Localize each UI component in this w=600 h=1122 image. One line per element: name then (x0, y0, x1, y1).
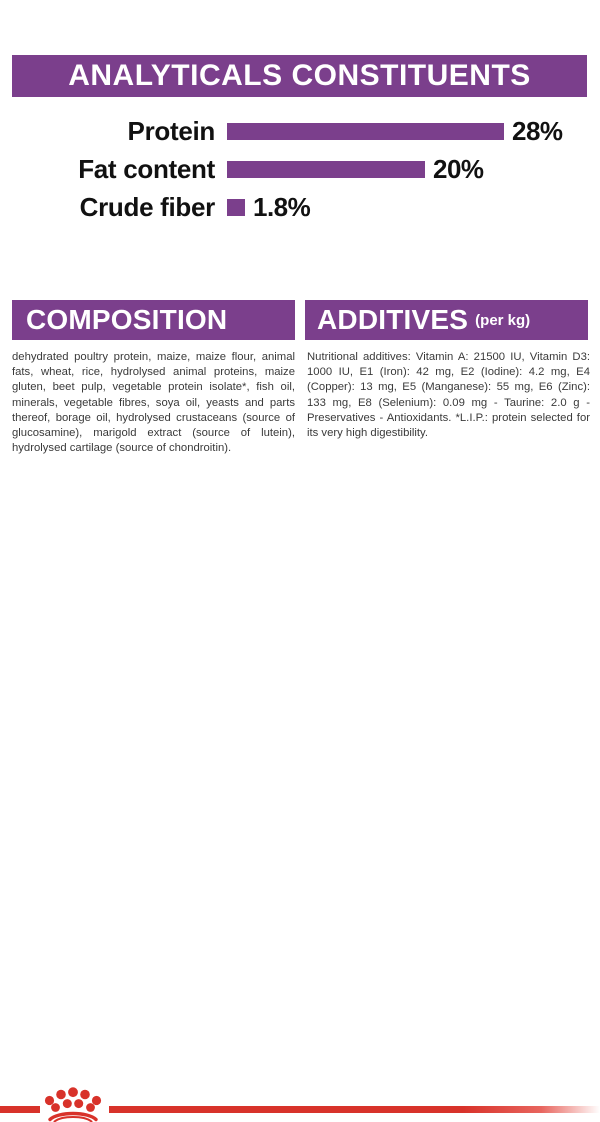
chart-row: Fat content 20% (0, 150, 600, 188)
footer-rule-left (0, 1106, 40, 1113)
product-label-panel: ANALYTICALS CONSTITUENTS Protein 28% Fat… (0, 55, 600, 1122)
chart-row-label: Crude fiber (79, 192, 216, 222)
composition-header: COMPOSITION (12, 300, 295, 340)
footer-rule-right (109, 1106, 600, 1113)
chart-row-value: 28% (512, 116, 563, 146)
chart-row-label: Protein (127, 116, 216, 146)
chart-row: Crude fiber 1.8% (0, 188, 600, 226)
additives-unit-suffix: (per kg) (475, 311, 531, 329)
chart-row-track: 28% (227, 118, 563, 144)
composition-title: COMPOSITION (26, 304, 228, 335)
chart-row-value: 20% (433, 154, 484, 184)
nutrient-bar-chart: Protein 28% Fat content 20% Crude fiber … (0, 112, 600, 226)
chart-row-value: 1.8% (253, 192, 311, 222)
chart-bar (227, 122, 504, 140)
royal-canin-crown-icon (44, 1087, 102, 1122)
analyticals-constituents-header: ANALYTICALS CONSTITUENTS (12, 55, 587, 97)
additives-header: ADDITIVES (per kg) (305, 300, 588, 340)
chart-row-label: Fat content (78, 154, 215, 184)
chart-bar (227, 198, 245, 216)
chart-row-track: 1.8% (227, 192, 311, 222)
composition-body-text: dehydrated poultry protein, maize, maize… (12, 351, 295, 455)
footer (0, 540, 600, 1122)
analyticals-constituents-title: ANALYTICALS CONSTITUENTS (68, 59, 531, 92)
additives-title: ADDITIVES (317, 304, 469, 335)
chart-row-track: 20% (227, 156, 484, 182)
additives-body-text: Nutritional additives: Vitamin A: 21500 … (307, 351, 590, 440)
chart-row: Protein 28% (0, 112, 600, 150)
chart-bar (227, 160, 425, 178)
